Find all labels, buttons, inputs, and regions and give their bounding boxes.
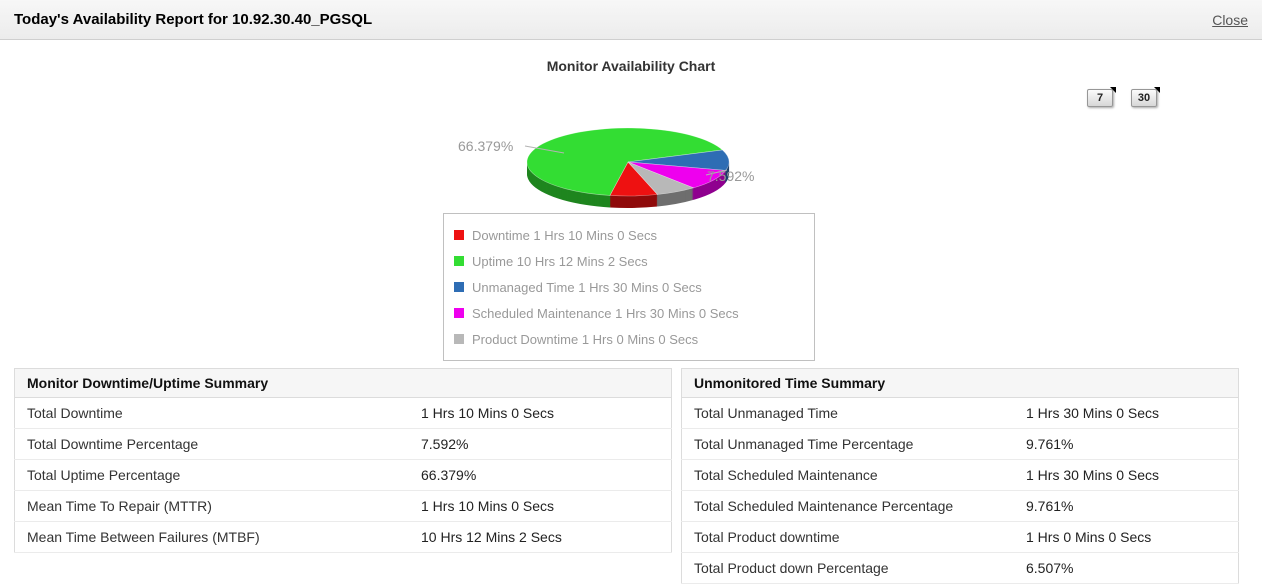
legend-swatch-icon	[454, 334, 464, 344]
table-row: Total Unmanaged Time 1 Hrs 30 Mins 0 Secs	[681, 397, 1239, 429]
chart-legend: Downtime 1 Hrs 10 Mins 0 Secs Uptime 10 H…	[443, 213, 815, 361]
row-value: 9.761%	[1014, 428, 1239, 460]
legend-swatch-icon	[454, 230, 464, 240]
row-value: 1 Hrs 30 Mins 0 Secs	[1014, 397, 1239, 429]
legend-item: Unmanaged Time 1 Hrs 30 Mins 0 Secs	[454, 274, 804, 300]
row-label: Total Unmanaged Time	[681, 397, 1014, 429]
row-label: Mean Time Between Failures (MTBF)	[14, 521, 409, 553]
range-30-days-button[interactable]: 30	[1131, 87, 1160, 107]
row-label: Total Product down Percentage	[681, 552, 1014, 584]
downtime-percentage-callout: 7.592%	[707, 168, 755, 184]
pie-slice[interactable]	[627, 161, 695, 195]
legend-swatch-icon	[454, 308, 464, 318]
table-row: Total Scheduled Maintenance Percentage 9.…	[681, 490, 1239, 522]
legend-swatch-icon	[454, 256, 464, 266]
row-label: Total Downtime Percentage	[14, 428, 409, 460]
row-label: Total Unmanaged Time Percentage	[681, 428, 1014, 460]
availability-pie-chart	[524, 127, 730, 208]
report-title: Today's Availability Report for 10.92.30…	[14, 11, 373, 28]
row-value: 1 Hrs 10 Mins 0 Secs	[409, 397, 672, 429]
legend-swatch-icon	[454, 282, 464, 292]
row-value: 1 Hrs 30 Mins 0 Secs	[1014, 459, 1239, 491]
report-header-bar: Today's Availability Report for 10.92.30…	[0, 0, 1262, 40]
legend-label: Product Downtime 1 Hrs 0 Mins 0 Secs	[472, 331, 699, 347]
row-value: 9.761%	[1014, 490, 1239, 522]
legend-label: Scheduled Maintenance 1 Hrs 30 Mins 0 Se…	[472, 305, 739, 321]
unmonitored-time-summary-table: Unmonitored Time Summary Total Unmanaged…	[681, 368, 1239, 584]
chart-title: Monitor Availability Chart	[546, 58, 716, 74]
table-row: Total Unmanaged Time Percentage 9.761%	[681, 428, 1239, 460]
row-value: 6.507%	[1014, 552, 1239, 584]
row-label: Total Downtime	[14, 397, 409, 429]
uptime-percentage-callout: 66.379%	[458, 138, 514, 154]
legend-item: Downtime 1 Hrs 10 Mins 0 Secs	[454, 222, 804, 248]
table-row: Total Scheduled Maintenance 1 Hrs 30 Mins…	[681, 459, 1239, 491]
row-value: 7.592%	[409, 428, 672, 460]
row-value: 1 Hrs 10 Mins 0 Secs	[409, 490, 672, 522]
row-label: Total Scheduled Maintenance Percentage	[681, 490, 1014, 522]
pie-slice[interactable]	[526, 127, 724, 196]
availability-chart-area: 66.379% 7.592%	[400, 118, 870, 233]
legend-label: Uptime 10 Hrs 12 Mins 2 Secs	[472, 253, 648, 269]
table-title: Monitor Downtime/Uptime Summary	[14, 368, 672, 398]
table-row: Total Downtime Percentage 7.592%	[14, 428, 672, 460]
row-label: Mean Time To Repair (MTTR)	[14, 490, 409, 522]
table-row: Total Uptime Percentage 66.379%	[14, 459, 672, 491]
row-value: 10 Hrs 12 Mins 2 Secs	[409, 521, 672, 553]
row-value: 1 Hrs 0 Mins 0 Secs	[1014, 521, 1239, 553]
legend-item: Uptime 10 Hrs 12 Mins 2 Secs	[454, 248, 804, 274]
row-label: Total Scheduled Maintenance	[681, 459, 1014, 491]
report-range-buttons: 7 30	[1087, 87, 1160, 107]
callout-line	[524, 145, 565, 154]
table-row: Mean Time Between Failures (MTBF) 10 Hrs …	[14, 521, 672, 553]
table-row: Mean Time To Repair (MTTR) 1 Hrs 10 Mins …	[14, 490, 672, 522]
downtime-uptime-summary-table: Monitor Downtime/Uptime Summary Total Do…	[14, 368, 672, 553]
table-title: Unmonitored Time Summary	[681, 368, 1239, 398]
table-row: Total Product downtime 1 Hrs 0 Mins 0 Sec…	[681, 521, 1239, 553]
row-label: Total Uptime Percentage	[14, 459, 409, 491]
legend-label: Downtime 1 Hrs 10 Mins 0 Secs	[472, 227, 657, 243]
range-7-days-button[interactable]: 7	[1087, 87, 1116, 107]
legend-item: Product Downtime 1 Hrs 0 Mins 0 Secs	[454, 326, 804, 352]
close-link[interactable]: Close	[1212, 11, 1248, 28]
callout-line	[705, 169, 728, 176]
table-row: Total Downtime 1 Hrs 10 Mins 0 Secs	[14, 397, 672, 429]
row-value: 66.379%	[409, 459, 672, 491]
legend-item: Scheduled Maintenance 1 Hrs 30 Mins 0 Se…	[454, 300, 804, 326]
table-row: Total Product down Percentage 6.507%	[681, 552, 1239, 584]
row-label: Total Product downtime	[681, 521, 1014, 553]
legend-label: Unmanaged Time 1 Hrs 30 Mins 0 Secs	[472, 279, 702, 295]
